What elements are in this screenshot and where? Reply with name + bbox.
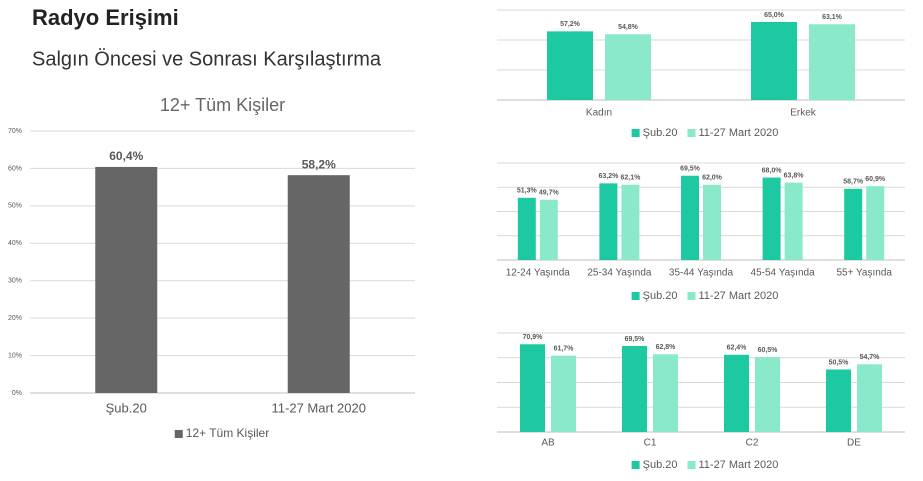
value-label: 69,5%: [680, 166, 701, 173]
y-tick-label: 40%: [8, 240, 22, 247]
legend-label: 11-27 Mart 2020: [698, 290, 778, 302]
bar: [866, 186, 885, 260]
bar: [653, 354, 678, 432]
x-tick-label: Kadın: [586, 108, 612, 119]
value-label: 68,0%: [762, 167, 783, 174]
legend-label: Şub.20: [643, 459, 678, 471]
x-tick-label: 12-24 Yaşında: [506, 268, 571, 279]
bar: [539, 199, 558, 260]
bar: [703, 184, 721, 260]
value-label: 60,9%: [865, 176, 886, 183]
value-label: 54,7%: [860, 354, 881, 361]
bar: [621, 184, 640, 260]
y-tick-label: 60%: [8, 165, 22, 172]
page-title: Radyo Erişimi: [32, 5, 179, 30]
value-label: 60,4%: [109, 149, 143, 163]
value-label: 62,8%: [656, 344, 677, 351]
bar: [857, 364, 882, 432]
value-label: 62,0%: [702, 175, 723, 182]
bar: [784, 182, 803, 260]
x-tick-label: Erkek: [790, 108, 817, 119]
bar: [751, 22, 797, 100]
bar: [520, 344, 545, 432]
bar: [547, 31, 593, 100]
value-label: 69,5%: [625, 336, 646, 343]
legend-swatch: [631, 461, 640, 469]
chart-title: 12+ Tüm Kişiler: [160, 95, 285, 115]
bar: [287, 175, 350, 393]
y-tick-label: 0%: [12, 390, 22, 397]
legend-label: 12+ Tüm Kişiler: [186, 426, 269, 440]
bar: [724, 354, 749, 432]
x-tick-label: 55+ Yaşında: [836, 268, 892, 279]
bar: [551, 355, 576, 432]
legend-label: 11-27 Mart 2020: [698, 459, 778, 471]
y-tick-label: 30%: [8, 278, 22, 285]
y-tick-label: 10%: [8, 352, 22, 359]
bar: [681, 175, 699, 260]
y-tick-label: 50%: [8, 203, 22, 210]
value-label: 62,1%: [620, 175, 641, 182]
x-tick-label: 35-44 Yaşında: [669, 268, 734, 279]
x-tick-label: Şub.20: [106, 400, 147, 415]
bar: [95, 166, 158, 393]
value-label: 62,4%: [727, 345, 748, 352]
value-label: 63,2%: [598, 173, 619, 180]
value-label: 51,3%: [517, 188, 538, 195]
value-label: 60,5%: [758, 347, 779, 354]
value-label: 58,2%: [302, 157, 336, 171]
bar: [844, 188, 863, 260]
legend-swatch: [174, 430, 183, 438]
x-tick-label: 45-54 Yaşında: [751, 268, 816, 279]
bar: [517, 197, 536, 260]
x-tick-label: 25-34 Yaşında: [587, 268, 652, 279]
value-label: 54,8%: [618, 24, 639, 31]
y-tick-label: 70%: [8, 128, 22, 135]
legend-swatch: [687, 292, 696, 300]
legend-label: 11-27 Mart 2020: [698, 127, 778, 139]
bar: [809, 24, 855, 101]
bar: [762, 177, 781, 260]
x-tick-label: C1: [644, 438, 657, 449]
legend-label: Şub.20: [643, 127, 678, 139]
value-label: 58,7%: [843, 179, 864, 186]
legend-swatch: [631, 292, 640, 300]
value-label: 65,0%: [764, 12, 785, 19]
bar: [826, 369, 851, 432]
value-label: 50,5%: [829, 359, 850, 366]
bar: [755, 357, 780, 432]
value-label: 57,2%: [560, 21, 581, 28]
x-tick-label: AB: [541, 438, 555, 449]
legend-swatch: [687, 461, 696, 469]
value-label: 49,7%: [539, 190, 560, 197]
legend-swatch: [631, 129, 640, 137]
value-label: 63,1%: [822, 14, 843, 21]
bar: [605, 34, 651, 100]
legend-label: Şub.20: [643, 290, 678, 302]
x-tick-label: 11-27 Mart 2020: [272, 400, 366, 415]
value-label: 61,7%: [554, 345, 575, 352]
x-tick-label: DE: [847, 438, 861, 449]
value-label: 63,8%: [784, 172, 805, 179]
page-subtitle: Salgın Öncesi ve Sonrası Karşılaştırma: [32, 48, 382, 70]
bar: [599, 183, 618, 260]
x-tick-label: C2: [746, 438, 759, 449]
legend-swatch: [687, 129, 696, 137]
y-tick-label: 20%: [8, 315, 22, 322]
bar: [622, 345, 647, 432]
value-label: 70,9%: [523, 334, 544, 341]
